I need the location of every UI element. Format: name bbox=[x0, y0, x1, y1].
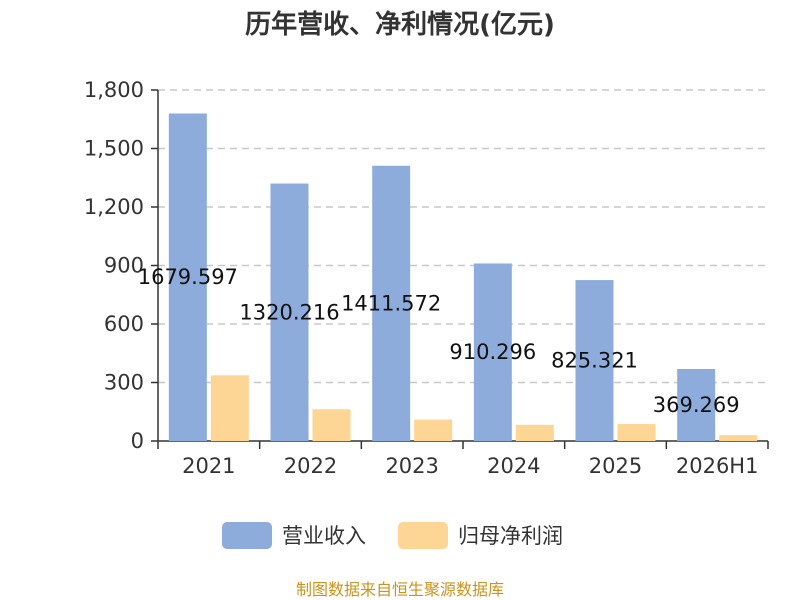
x-axis: 2021 2022 2023 2024 2025 2026H1 bbox=[157, 440, 769, 478]
y-tick-label: 1,500 bbox=[84, 137, 144, 161]
x-tick-label: 2024 bbox=[487, 454, 540, 478]
revenue-bar[interactable] bbox=[372, 165, 411, 441]
y-axis: 0 300 600 900 1,200 1,500 1,800 bbox=[84, 78, 159, 453]
y-tick-label: 1,800 bbox=[84, 78, 144, 102]
x-tick-label: 2025 bbox=[589, 454, 642, 478]
revenue-bar[interactable] bbox=[677, 368, 716, 441]
legend[interactable]: 营业收入 归母净利润 bbox=[222, 522, 563, 549]
profit-bar[interactable] bbox=[414, 419, 453, 441]
bars bbox=[168, 113, 758, 442]
y-tick-label: 0 bbox=[131, 429, 144, 453]
profit-bar[interactable] bbox=[210, 375, 249, 441]
revenue-bar[interactable] bbox=[575, 280, 614, 441]
revenue-bar[interactable] bbox=[473, 263, 512, 441]
x-tick-label: 2026H1 bbox=[676, 454, 759, 478]
profit-bar[interactable] bbox=[312, 409, 351, 441]
revenue-bar[interactable] bbox=[270, 183, 309, 442]
x-tick-label: 2021 bbox=[182, 454, 235, 478]
gridlines bbox=[158, 89, 768, 384]
revenue-data-label: 825.321 bbox=[551, 349, 638, 373]
y-tick-label: 1,200 bbox=[84, 195, 144, 219]
legend-swatch-revenue[interactable] bbox=[222, 522, 272, 549]
legend-label-revenue[interactable]: 营业收入 bbox=[282, 524, 366, 548]
legend-label-profit[interactable]: 归母净利润 bbox=[458, 524, 563, 548]
legend-swatch-profit[interactable] bbox=[398, 522, 448, 549]
revenue-data-label: 1679.597 bbox=[138, 265, 238, 289]
profit-bar[interactable] bbox=[515, 424, 554, 441]
profit-bar[interactable] bbox=[719, 435, 758, 441]
revenue-data-label: 1320.216 bbox=[239, 300, 339, 324]
revenue-data-label: 910.296 bbox=[449, 340, 536, 364]
profit-bar[interactable] bbox=[617, 424, 656, 441]
data-source-note: 制图数据来自恒生聚源数据库 bbox=[296, 580, 504, 599]
y-tick-label: 600 bbox=[104, 312, 144, 336]
revenue-data-label: 369.269 bbox=[653, 393, 740, 417]
revenue-data-label: 1411.572 bbox=[341, 291, 441, 315]
chart-title: 历年营收、净利情况(亿元) bbox=[245, 9, 555, 40]
y-tick-label: 900 bbox=[104, 254, 144, 278]
y-tick-label: 300 bbox=[104, 371, 144, 395]
revenue-bar[interactable] bbox=[168, 113, 207, 442]
x-tick-label: 2022 bbox=[284, 454, 337, 478]
x-tick-label: 2023 bbox=[385, 454, 438, 478]
